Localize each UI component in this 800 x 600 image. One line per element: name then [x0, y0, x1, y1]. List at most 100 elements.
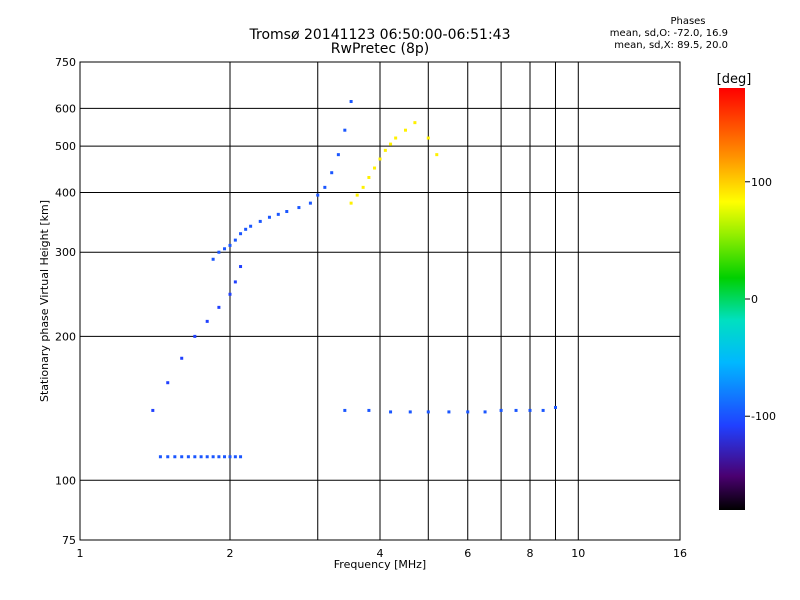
colorbar	[719, 88, 745, 510]
data-point	[343, 128, 347, 132]
data-point	[336, 153, 340, 157]
y-tick-label: 600	[55, 102, 76, 115]
data-point	[233, 455, 237, 459]
data-point	[499, 408, 503, 412]
data-point	[217, 250, 221, 254]
data-point	[217, 305, 221, 309]
data-point	[223, 455, 227, 459]
axes: 1 2 4 6 8 10 16 75 100 200 300 400 500 600 750	[55, 56, 687, 560]
data-point	[330, 171, 334, 175]
data-point	[151, 408, 155, 412]
data-point	[233, 280, 237, 284]
data-point	[228, 292, 232, 296]
y-axis-label: Stationary phase Virtual Height [km]	[38, 200, 51, 402]
data-points	[151, 100, 557, 459]
data-point	[528, 408, 532, 412]
data-point	[258, 219, 262, 223]
data-point	[308, 201, 312, 205]
data-point	[193, 334, 197, 338]
data-point	[205, 455, 209, 459]
data-point	[378, 157, 382, 161]
data-point	[349, 100, 353, 104]
data-point	[355, 193, 359, 197]
data-point	[367, 175, 371, 179]
data-point	[166, 455, 170, 459]
data-point	[435, 153, 439, 157]
x-tick-label: 8	[527, 547, 534, 560]
data-point	[211, 455, 215, 459]
colorbar-ticks: 100 0 -100	[745, 176, 776, 423]
y-tick-label: 200	[55, 330, 76, 343]
data-point	[361, 185, 365, 189]
data-point	[553, 405, 557, 409]
phase-stats: Phases mean, sd,O: -72.0, 16.9 mean, sd,…	[588, 16, 728, 52]
data-point	[447, 410, 451, 414]
x-tick-label: 2	[227, 547, 234, 560]
data-point	[276, 212, 280, 216]
data-point	[193, 455, 197, 459]
data-point	[180, 455, 184, 459]
data-point	[228, 243, 232, 247]
grid	[80, 62, 680, 540]
data-point	[211, 257, 215, 261]
chart-title: Tromsø 20141123 06:50:00-06:51:43	[249, 27, 511, 43]
data-point	[244, 227, 248, 231]
x-tick-label: 16	[673, 547, 687, 560]
x-tick-label: 4	[377, 547, 384, 560]
x-tick-label: 6	[464, 547, 471, 560]
data-point	[514, 408, 518, 412]
y-tick-label: 75	[62, 534, 76, 547]
data-point	[186, 455, 190, 459]
y-tick-label: 500	[55, 140, 76, 153]
data-point	[426, 136, 430, 140]
data-point	[389, 142, 393, 146]
data-point	[383, 148, 387, 152]
data-point	[249, 224, 253, 228]
y-tick-label: 300	[55, 246, 76, 259]
data-point	[217, 455, 221, 459]
data-point	[239, 232, 243, 236]
data-point	[367, 408, 371, 412]
y-tick-label: 400	[55, 186, 76, 199]
colorbar-tick-label: 0	[751, 293, 758, 306]
x-tick-label: 1	[77, 547, 84, 560]
x-axis-label: Frequency [MHz]	[334, 558, 426, 571]
data-point	[413, 121, 417, 125]
data-point	[426, 410, 430, 414]
data-point	[349, 201, 353, 205]
data-point	[541, 408, 545, 412]
colorbar-unit: [deg]	[717, 72, 752, 87]
colorbar-tick-label: -100	[751, 410, 776, 423]
data-point	[389, 410, 393, 414]
data-point	[158, 455, 162, 459]
data-point	[166, 381, 170, 385]
data-point	[239, 455, 243, 459]
data-point	[343, 408, 347, 412]
data-point	[173, 455, 177, 459]
data-point	[267, 215, 271, 219]
phase-stats-label: Phases	[670, 16, 706, 27]
data-point	[205, 319, 209, 323]
y-tick-label: 100	[55, 474, 76, 487]
colorbar-tick-label: 100	[751, 176, 772, 189]
data-point	[285, 210, 289, 214]
phase-stats-o: mean, sd,O: -72.0, 16.9	[609, 28, 728, 39]
data-point	[323, 185, 327, 189]
data-point	[316, 193, 320, 197]
plot-frame	[79, 61, 681, 541]
data-point	[373, 166, 377, 170]
chart-subtitle: RwPretec (8p)	[330, 41, 430, 57]
data-point	[239, 265, 243, 269]
phase-stats-x: mean, sd,X: 89.5, 20.0	[614, 40, 728, 51]
data-point	[199, 455, 203, 459]
data-point	[408, 410, 412, 414]
data-point	[233, 238, 237, 242]
data-point	[394, 136, 398, 140]
x-tick-label: 10	[571, 547, 585, 560]
data-point	[297, 206, 301, 210]
y-tick-label: 750	[55, 56, 76, 69]
data-point	[228, 455, 232, 459]
data-point	[223, 247, 227, 251]
data-point	[403, 128, 407, 132]
